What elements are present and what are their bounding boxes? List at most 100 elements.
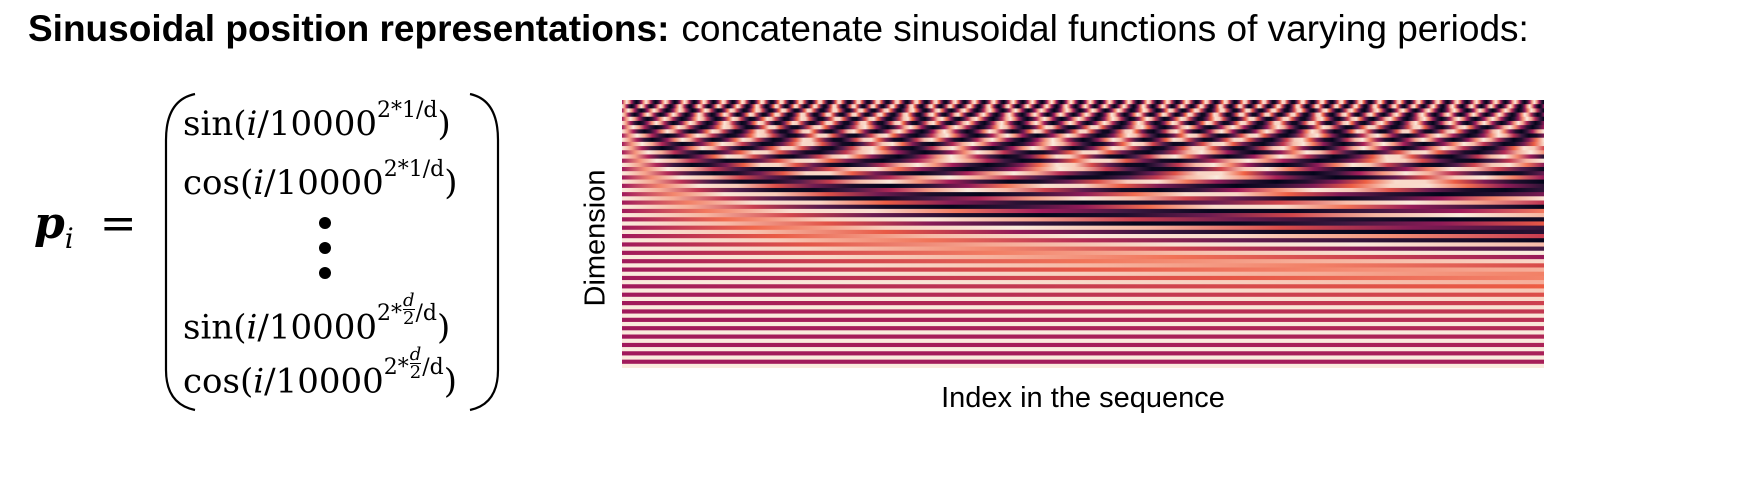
- heatmap-row: [622, 296, 1544, 302]
- frac-den: 2: [403, 308, 415, 329]
- heatmap-row: [622, 108, 1544, 113]
- heatmap-row: [622, 221, 1544, 227]
- heatmap-row: [622, 271, 1544, 277]
- heatmap-row: [622, 342, 1544, 348]
- heatmap-row: [622, 288, 1544, 294]
- close: ): [443, 361, 458, 402]
- heatmap-row: [622, 330, 1544, 335]
- heatmap-row: [622, 301, 1544, 306]
- close: ): [437, 104, 451, 144]
- heatmap-row: [622, 183, 1544, 189]
- heatmap-row: [622, 321, 1544, 327]
- heatmap-row: [622, 150, 1544, 155]
- var: i: [246, 307, 258, 348]
- heatmap-row: [622, 254, 1544, 260]
- heatmap-row: [622, 100, 1544, 105]
- heatmap-row: [622, 238, 1544, 243]
- heatmap-row: [622, 192, 1544, 197]
- heatmap-row: [622, 225, 1544, 231]
- exp-post: /d: [422, 355, 444, 380]
- heatmap-row: [622, 259, 1544, 264]
- heatmap-row: [622, 284, 1544, 289]
- heatmap-row: [622, 196, 1544, 201]
- heatmap-row: [622, 129, 1544, 134]
- heatmap-row: [622, 242, 1544, 247]
- matrix-row: cos(i/100002*1/d): [183, 158, 458, 203]
- var: i: [253, 361, 265, 402]
- formula-lhs: pi =: [34, 198, 137, 255]
- exp-pre: 2*: [376, 301, 402, 326]
- fn: cos(: [183, 361, 254, 402]
- var: i: [253, 163, 265, 203]
- equals: =: [99, 198, 137, 249]
- heatmap-row: [622, 229, 1544, 235]
- ellipsis-dot: [319, 267, 331, 279]
- x-axis-label: Index in the sequence: [941, 382, 1225, 414]
- fn: sin(: [183, 307, 247, 348]
- heatmap-row: [622, 234, 1544, 239]
- heatmap-image: [622, 100, 1544, 368]
- heatmap-row: [622, 133, 1544, 139]
- heatmap-row: [622, 347, 1544, 352]
- heatmap-row: [622, 267, 1544, 273]
- lhs-subscript: i: [64, 221, 74, 255]
- lhs-symbol: p: [34, 198, 65, 249]
- exponent: 2* d 2/d: [376, 292, 438, 328]
- base: /10000: [264, 361, 384, 402]
- heatmap-row: [622, 292, 1544, 298]
- heatmap-row: [622, 120, 1544, 126]
- y-axis-label: Dimension: [579, 169, 612, 307]
- slide-title: Sinusoidal position representations: conc…: [28, 8, 1529, 50]
- exponent: 2*1/d: [383, 156, 445, 182]
- base: /10000: [257, 104, 377, 144]
- heatmap-row: [622, 104, 1544, 109]
- heatmap-row: [622, 351, 1544, 356]
- matrix-row: cos(i/100002* d 2/d): [183, 346, 458, 402]
- heatmap-row: [622, 363, 1544, 368]
- heatmap-row: [622, 204, 1544, 210]
- heatmap-row: [622, 208, 1544, 214]
- close: ): [444, 163, 458, 203]
- heatmap-row: [622, 162, 1544, 168]
- ellipsis-dot: [319, 217, 331, 229]
- matrix-row: sin(i/100002*1/d): [183, 99, 451, 144]
- heatmap-row: [622, 213, 1544, 218]
- exp-pre: 2*: [383, 355, 409, 380]
- heatmap-row: [622, 250, 1544, 256]
- heatmap-row: [622, 175, 1544, 180]
- exp-post: /d: [415, 301, 438, 326]
- var: i: [246, 104, 258, 144]
- heatmap-row: [622, 179, 1544, 185]
- heatmap-row: [622, 171, 1544, 176]
- heatmap-row: [622, 200, 1544, 206]
- heatmap-row: [622, 359, 1544, 365]
- heatmap-row: [622, 187, 1544, 193]
- heatmap-row: [622, 326, 1544, 331]
- heatmap-row: [622, 338, 1544, 344]
- base: /10000: [257, 307, 377, 348]
- heatmap-row: [622, 141, 1544, 147]
- frac-den: 2: [409, 362, 422, 383]
- heatmap-row: [622, 263, 1544, 268]
- heatmap-row: [622, 125, 1544, 130]
- heatmap-row: [622, 167, 1544, 172]
- close: ): [437, 307, 451, 348]
- base: /10000: [264, 163, 384, 203]
- exponent: 2* d 2/d: [383, 346, 444, 382]
- heatmap-row: [622, 158, 1544, 164]
- heatmap-row: [622, 116, 1544, 122]
- heatmap-row: [622, 137, 1544, 143]
- heatmap-row: [622, 246, 1544, 252]
- fn: sin(: [183, 104, 247, 144]
- heatmap-row: [622, 275, 1544, 281]
- matrix-row: sin(i/100002* d 2/d): [183, 292, 451, 348]
- heatmap-row: [622, 154, 1544, 160]
- heatmap-row: [622, 280, 1544, 285]
- heatmap-row: [622, 313, 1544, 319]
- heatmap-row: [622, 305, 1544, 310]
- heatmap-row: [622, 334, 1544, 340]
- heatmap-row: [622, 355, 1544, 361]
